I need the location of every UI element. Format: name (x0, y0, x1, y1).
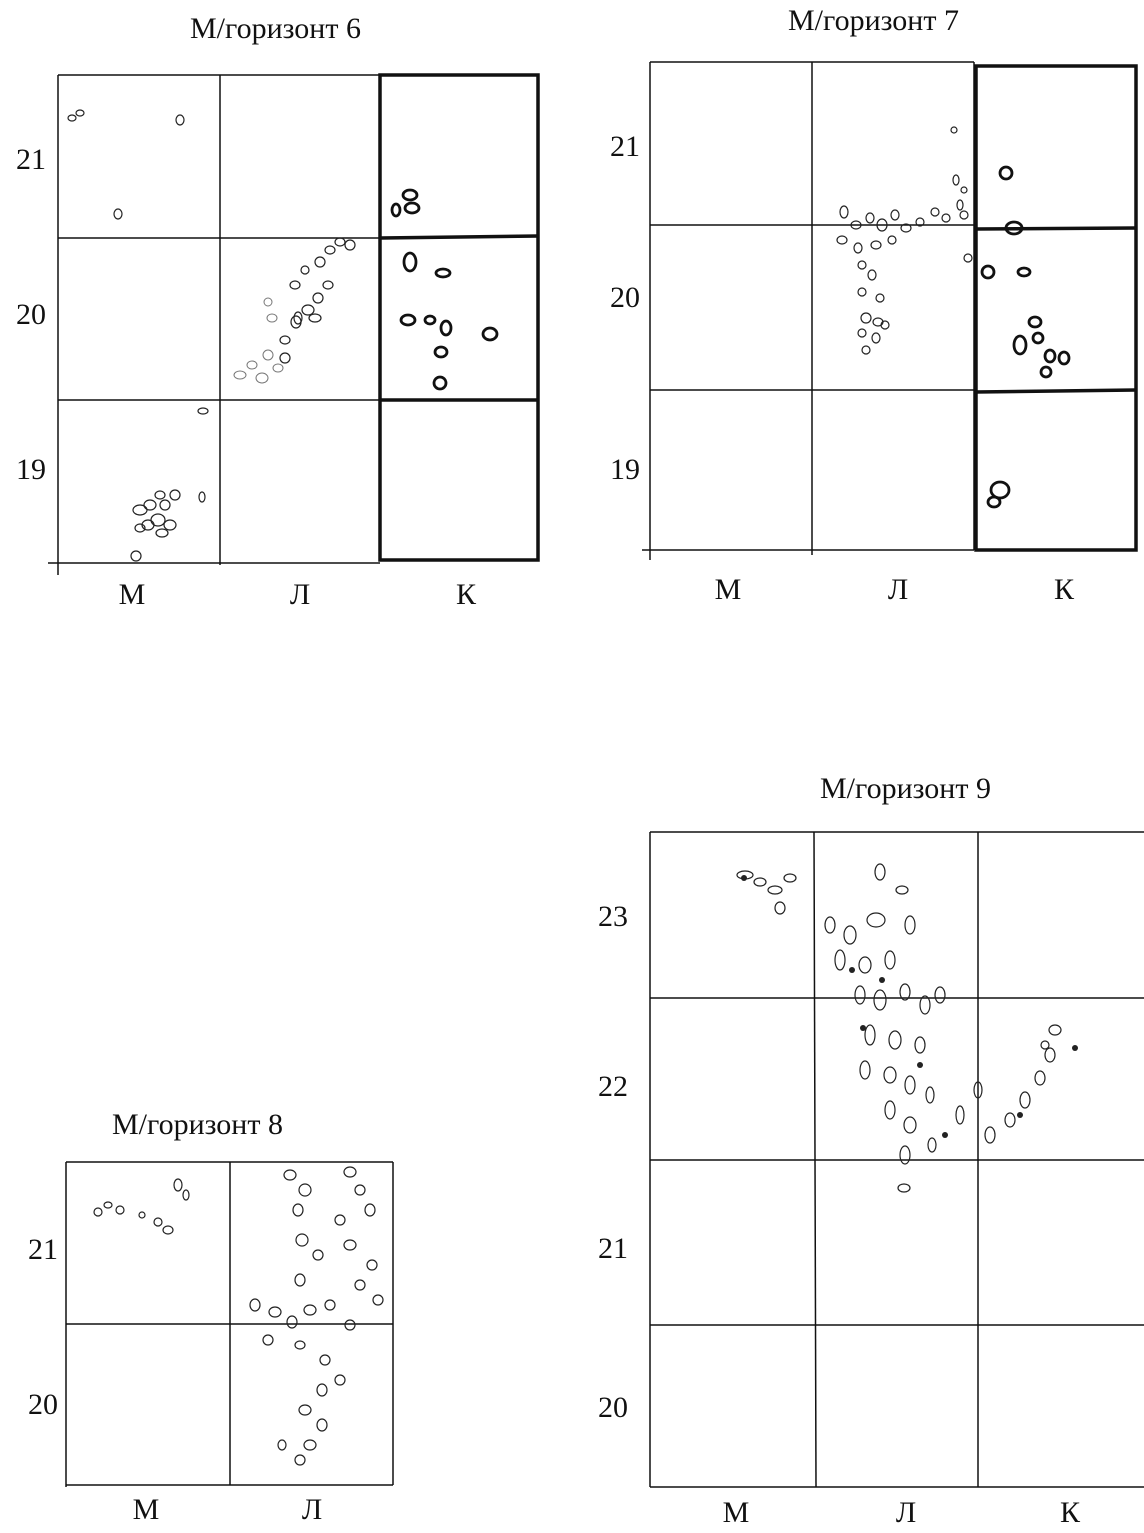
col-label: К (455, 578, 476, 611)
row-label: 20 (610, 281, 640, 314)
row-label: 23 (598, 900, 628, 933)
col-label: М (714, 573, 742, 606)
row-label: 21 (610, 130, 640, 163)
plan-title: М/горизонт 6 (190, 12, 361, 45)
find-cluster-m23 (736, 870, 797, 915)
row-label: 20 (28, 1388, 58, 1421)
excavation-grid-map (642, 61, 1138, 560)
col-label: Л (895, 1496, 917, 1529)
find-cluster (67, 109, 209, 562)
find-cluster-k (390, 188, 499, 391)
row-label: 19 (16, 453, 46, 486)
col-label: Л (301, 1493, 323, 1526)
plan-horizon-9: М/горизонт 9 (580, 760, 1144, 1533)
row-label: 21 (598, 1232, 628, 1265)
col-label: М (118, 578, 146, 611)
find-cluster-m19 (132, 489, 181, 538)
plan-title: М/горизонт 7 (788, 4, 959, 37)
excavation-grid-map (649, 831, 1144, 1488)
col-label: М (722, 1496, 750, 1529)
col-label: Л (887, 573, 909, 606)
row-label: 20 (16, 298, 46, 331)
plan-title: М/горизонт 8 (112, 1108, 283, 1141)
plan-horizon-6: М/горизонт 6 (0, 0, 560, 620)
col-label: Л (289, 578, 311, 611)
find-cluster-l20 (233, 237, 356, 384)
col-label: К (1053, 573, 1074, 606)
plan-horizon-7: М/горизонт 7 (580, 0, 1144, 620)
plan-horizon-8: М/горизонт 8 (0, 1100, 420, 1533)
row-label: 22 (598, 1070, 628, 1103)
find-cluster-l (249, 1166, 384, 1466)
row-label: 21 (28, 1233, 58, 1266)
excavation-grid-map (48, 73, 540, 575)
plan-title: М/горизонт 9 (820, 772, 991, 805)
find-cluster-k (980, 165, 1071, 509)
row-label: 21 (16, 143, 46, 176)
find-cluster-l22 (824, 863, 1078, 1193)
row-label: 19 (610, 453, 640, 486)
col-label: М (132, 1493, 160, 1526)
excavation-grid-map (65, 1161, 394, 1487)
row-label: 20 (598, 1391, 628, 1424)
find-cluster-m21 (93, 1178, 190, 1235)
find-cluster-l (836, 126, 973, 355)
col-label: К (1059, 1496, 1080, 1529)
